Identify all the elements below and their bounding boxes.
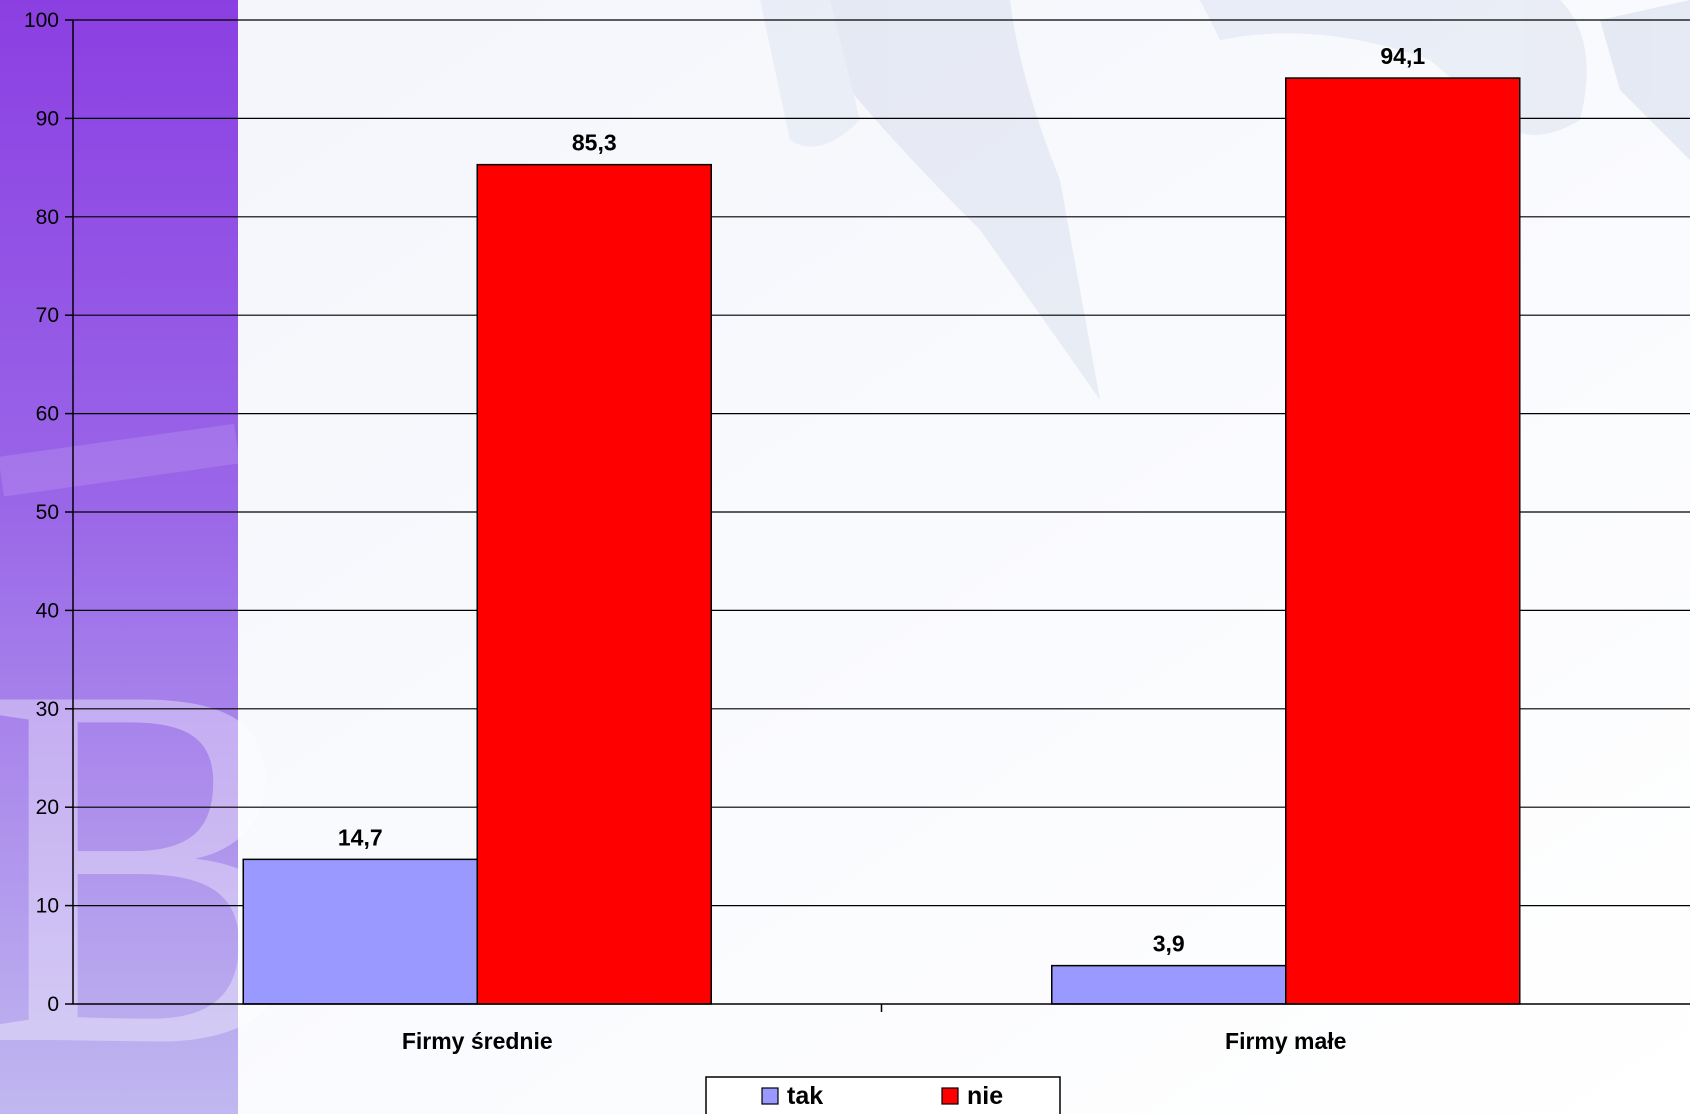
data-label: 3,9 [1153, 931, 1185, 957]
data-label: 85,3 [572, 130, 617, 156]
y-tick-label: 100 [24, 9, 59, 32]
bar-tak [1051, 964, 1287, 1005]
legend: tak nie [705, 1076, 1061, 1114]
bars [242, 77, 1521, 1005]
bar-nie [476, 163, 712, 1005]
legend-label-tak: tak [787, 1082, 823, 1110]
y-tick-label: 60 [36, 403, 59, 426]
x-category-label: Firmy średnie [402, 1028, 553, 1054]
legend-box [705, 1076, 1061, 1114]
y-tick-label: 0 [47, 993, 59, 1016]
y-tick-label: 30 [36, 698, 59, 721]
x-category-label: Firmy małe [1225, 1028, 1346, 1054]
bar-tak [242, 858, 478, 1005]
svg-text:B: B [0, 578, 317, 1114]
bar-nie [1285, 77, 1521, 1005]
data-label: 14,7 [338, 824, 383, 850]
y-tick-label: 10 [36, 895, 59, 918]
y-tick-label: 80 [36, 206, 59, 229]
sidebar-decoration: B [0, 0, 317, 1114]
labels: 0 10 20 30 40 50 60 70 80 90 100 14,7 85,3 Firmy śred… [24, 9, 1425, 1054]
data-label: 94,1 [1380, 43, 1425, 69]
legend-label-nie: nie [967, 1082, 1003, 1110]
y-tick-label: 40 [36, 599, 59, 622]
axes [65, 19, 1690, 1012]
legend-swatch-nie [941, 1087, 959, 1105]
y-tick-label: 90 [36, 107, 59, 130]
y-tick-label: 70 [36, 304, 59, 327]
y-tick-label: 20 [36, 796, 59, 819]
legend-swatch-tak [761, 1087, 779, 1105]
y-tick-label: 50 [36, 501, 59, 524]
